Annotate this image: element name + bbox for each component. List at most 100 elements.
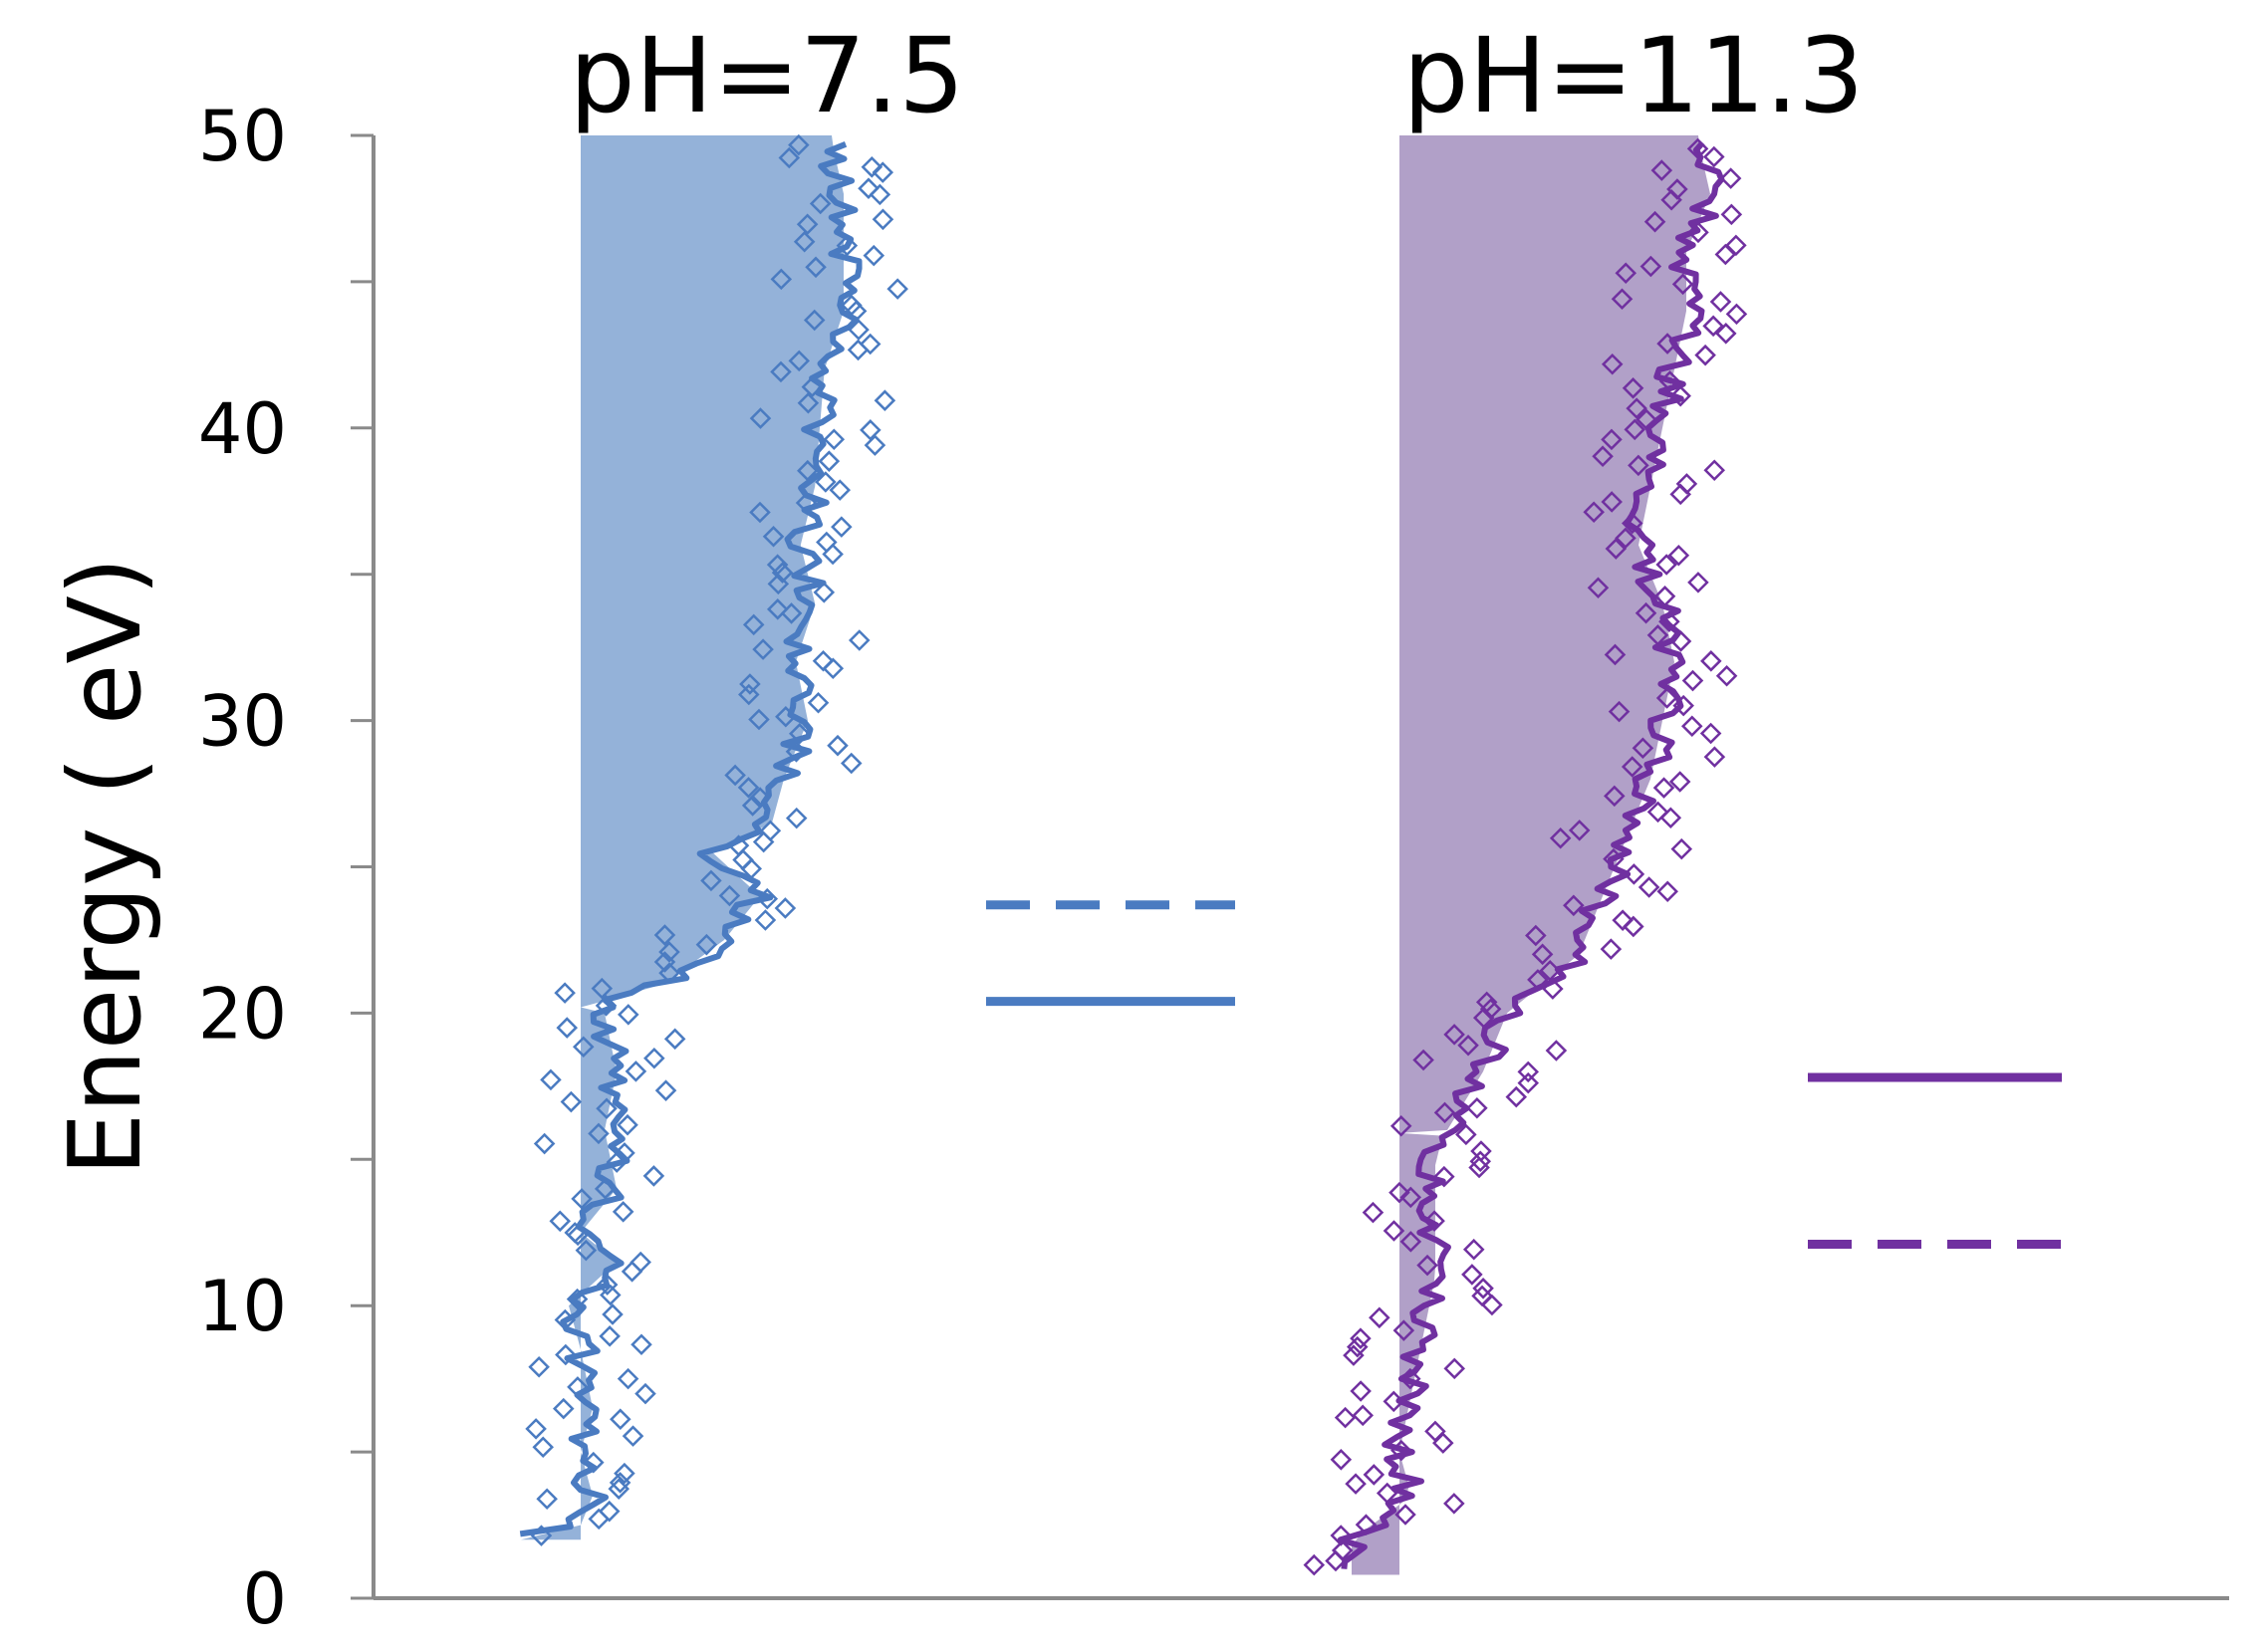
scatter-point [1715,664,1738,687]
scatter-point [549,1210,572,1233]
scatter-point [1600,938,1623,960]
scatter-point [596,1097,618,1120]
scatter-point [822,657,845,679]
scatter-point [528,1355,550,1378]
scatter-point [1303,1553,1326,1576]
scatter-point [847,339,870,361]
scatter-point [754,909,777,931]
scatter-point [1675,473,1698,495]
scatter-point [1461,1264,1483,1286]
scatter-point [789,722,811,745]
scatter-point [809,192,832,215]
scatter-point [566,1288,589,1310]
scatter-point [658,941,680,963]
energy-band-fill-lower [1352,1132,1445,1575]
scatter-point [618,1004,639,1026]
scatter-point [1383,1220,1405,1242]
scatter-point [1350,1327,1372,1349]
scatter-point [1699,722,1722,745]
scatter-point [1656,880,1678,902]
scatter-point [1626,397,1647,419]
scatter-point [1624,418,1646,441]
scatter-point [1549,827,1572,849]
scatter-point [718,884,741,907]
scatter-point [1639,255,1662,278]
scatter-point [1345,1473,1367,1495]
scatter-point [1681,669,1704,692]
scatter-point [540,1068,562,1091]
scatter-point [1605,538,1628,560]
scatter-point [816,531,838,554]
scatter-point [1622,377,1644,399]
scatter-point [612,1201,634,1223]
scatter-point [1592,445,1614,467]
scatter-point [621,1261,643,1283]
scatter-point [829,479,852,501]
scatter-point [1481,1294,1503,1316]
scatter-point [1505,1085,1528,1108]
scatter-point [818,450,841,472]
average-profile-line [1337,140,1725,1569]
scatter-point [1350,1380,1372,1402]
panel-title: pH=7.5 [570,15,965,136]
scatter-point [739,673,761,695]
scatter-point [1669,384,1691,407]
scatter-point [1615,262,1638,285]
scatter-point [1334,1406,1357,1429]
scatter-point [1475,991,1498,1014]
scatter-point [793,230,816,253]
energy-band-fill [1399,135,1710,1572]
scatter-point [872,208,894,231]
scatter-point [1399,1231,1422,1253]
scatter-point [752,638,774,660]
scatter-point [1389,1115,1412,1137]
scatter-point [1331,1539,1354,1561]
scatter-point [742,613,765,636]
scatter-point [1399,1186,1422,1209]
scatter-point [803,309,826,332]
scatter-point [1703,746,1726,768]
scatter-point [848,629,871,651]
scatter-point [1659,807,1682,829]
scatter-point [1469,1150,1492,1172]
scatter-point [766,554,789,576]
scatter-point [1432,1432,1454,1454]
scatter-point [1681,715,1703,738]
scatter-point [823,428,846,451]
scatter-point [1416,1254,1438,1277]
scatter-point [1611,288,1634,310]
y-tick-label: 30 [198,681,287,763]
scatter-point [864,434,886,456]
scatter-point [785,807,808,829]
scatter-point [1668,771,1691,793]
scatter-point [591,977,614,1000]
scatter-point [1466,1096,1488,1119]
scatter-point [1667,545,1690,567]
scatter-point [560,1090,583,1113]
y-tick-label: 20 [198,973,287,1055]
scatter-point [1563,894,1585,917]
y-tick-label: 10 [198,1266,287,1347]
scatter-point [874,389,896,411]
scatter-point [771,562,794,584]
scatter-point [1412,1049,1434,1071]
scatter-point [1587,577,1610,599]
scatter-point [796,213,819,236]
scatter-point [770,360,792,383]
scatter-point [653,924,676,946]
scatter-point [554,982,576,1004]
average-profile-line [519,141,863,1537]
scatter-point [1330,1525,1352,1546]
scatter-point [749,501,771,524]
scatter-point [1601,353,1624,375]
scatter-point [1612,909,1634,931]
scatter-point [1655,554,1677,576]
scatter-point [642,1165,665,1187]
scatter-point [634,1382,656,1405]
scatter-point [1687,572,1709,593]
scatter-point [1470,1140,1492,1162]
scatter-point [1638,876,1660,898]
energy-band-fill [581,135,844,1534]
y-tick-label: 0 [242,1558,287,1640]
scatter-point [1628,454,1649,477]
